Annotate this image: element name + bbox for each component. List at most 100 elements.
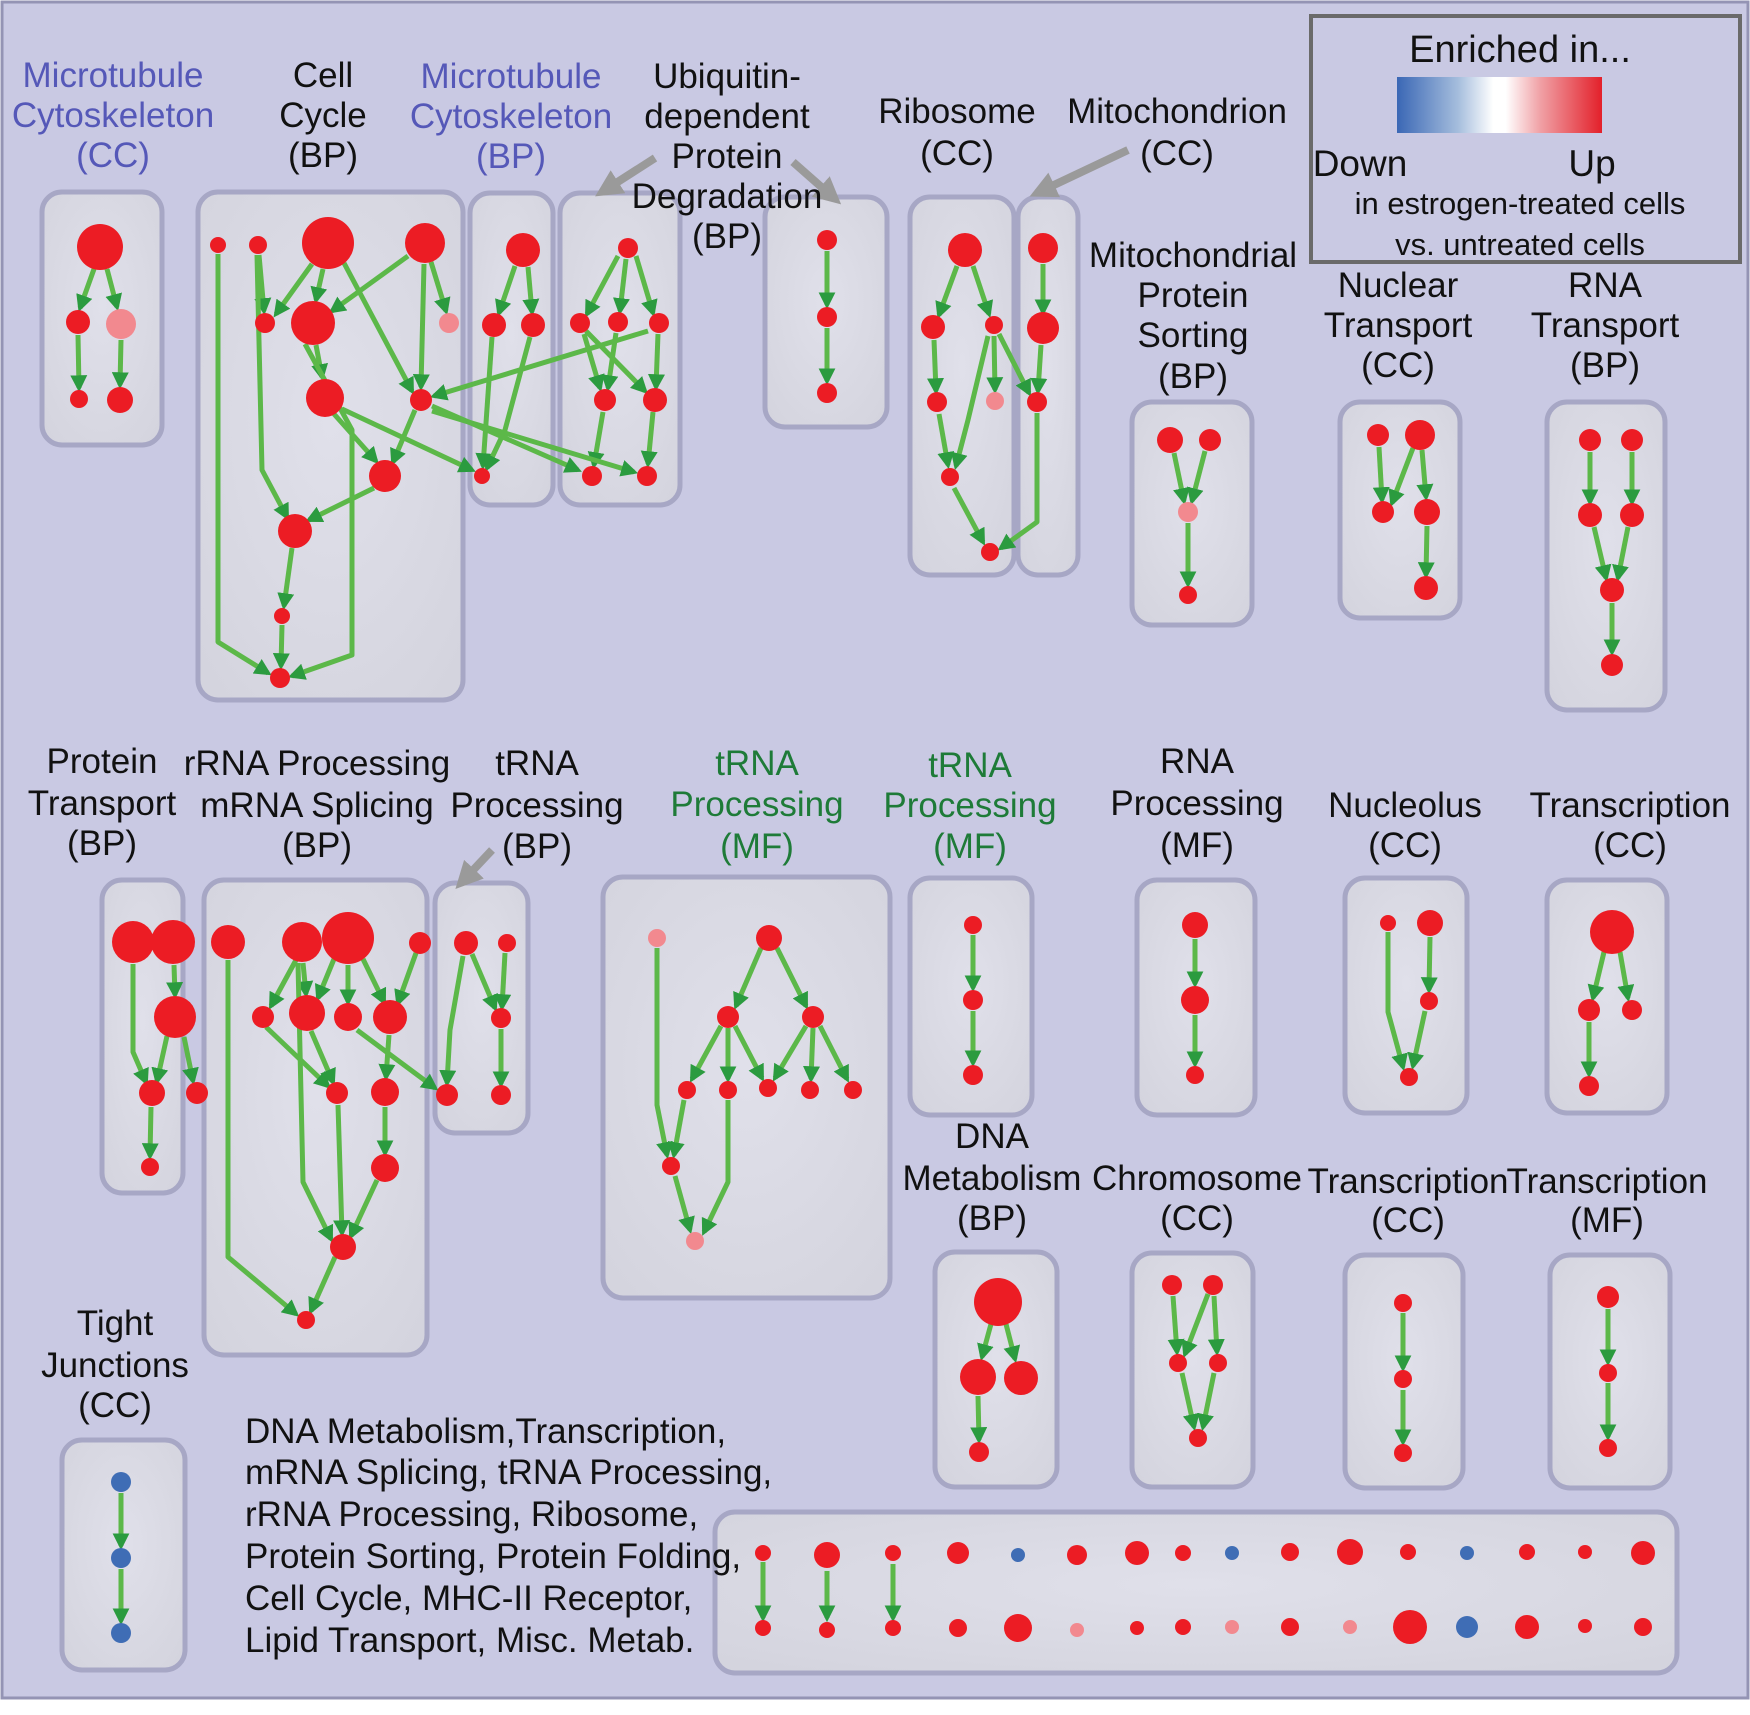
edge [308,1255,338,1315]
edge [439,955,466,1088]
up-enriched-node [1027,312,1059,344]
up-enriched-node [885,1620,901,1636]
edge [254,254,272,316]
edge [667,1099,687,1160]
cluster-dna-metabolism-bp-box [932,1249,1060,1490]
up-enriched-node [297,1311,315,1329]
cluster-transcription-cc-bottom-label-line: Transcription [1308,1162,1509,1201]
cluster-transcription-mf-label-line: (MF) [1570,1201,1644,1240]
edge [970,1395,988,1445]
edge [495,265,518,318]
label-pointer-arrow-icon [1029,146,1130,198]
up-enriched-node [1393,1610,1427,1644]
cluster-trna-processing-mf-1-box [600,874,893,1301]
up-enriched-node [1372,501,1394,523]
cluster-ribosome-cc-label-line: Ribosome [878,92,1036,131]
weak-up-enriched-node [1070,1623,1084,1637]
cluster-mitochondrial-protein-sorting-bp-label-line: Mitochondrial [1089,236,1297,275]
up-enriched-node [371,1154,399,1182]
up-enriched-node [963,1065,983,1085]
up-enriched-node [482,313,506,337]
up-enriched-node [1189,1429,1207,1447]
edge [935,265,960,319]
up-enriched-node [885,1545,901,1561]
up-enriched-node [141,1158,159,1176]
up-enriched-node [1394,1370,1412,1388]
cluster-microtubule-cytoskeleton-bp-label-line: (BP) [476,137,546,176]
legend-gradient-bar [1397,77,1602,133]
edge [1372,446,1390,505]
misc-category-list-line: DNA Metabolism,Transcription, [245,1412,726,1451]
up-enriched-node [1281,1543,1299,1561]
edge [378,1034,396,1082]
up-enriched-node [759,1079,777,1097]
cluster-microtubule-cytoskeleton-bp-label-line: Microtubule [421,57,602,96]
edge [394,952,419,1007]
cluster-chromosome-cc-label-line: Chromosome [1092,1159,1302,1198]
cluster-trna-processing-mf-1 [600,874,893,1301]
up-enriched-node [1394,1294,1412,1312]
nodes-layer [66,217,1655,1644]
up-enriched-node [637,466,657,486]
up-enriched-node [154,996,196,1038]
cross-cluster-edge [340,406,476,473]
up-enriched-node [582,466,602,486]
edge [494,952,512,1012]
edge [277,547,295,611]
cluster-ribosome-cc-label-line: (CC) [920,134,994,173]
edge [181,1036,199,1086]
up-enriched-node [1162,1275,1182,1295]
up-enriched-node [270,668,290,688]
cluster-misc-grid-box [712,1509,1680,1676]
up-enriched-node [1414,499,1440,525]
up-enriched-node [570,313,590,333]
cluster-misc-grid [712,1509,1680,1676]
edge [689,1024,724,1083]
up-enriched-node [1186,1066,1204,1084]
up-enriched-node [981,543,999,561]
up-enriched-node [1579,429,1601,451]
up-enriched-node [506,233,540,267]
up-enriched-node [1157,427,1183,453]
cluster-nucleolus-cc-box [1342,875,1470,1116]
misc-category-list-line: Cell Cycle, MHC-II Receptor, [245,1579,692,1618]
cluster-ubiquitin-degradation-bp-1-label-line: dependent [644,97,810,136]
cluster-rna-transport-bp-box [1544,399,1668,713]
cluster-microtubule-cytoskeleton-cc-label-line: Microtubule [23,56,204,95]
cluster-rna-processing-mf-label-line: Processing [1110,784,1283,823]
edge [672,1175,695,1235]
up-enriched-node [618,238,638,258]
up-enriched-node [1175,1545,1191,1561]
up-enriched-node [186,1082,208,1104]
up-enriched-node [921,315,945,339]
up-enriched-node [1125,1541,1149,1565]
cluster-ubiquitin-degradation-bp-1-label: Ubiquitin-dependentProteinDegradation(BP… [632,57,823,256]
edge [1388,447,1416,507]
edge [314,958,337,1002]
cluster-ubiquitin-degradation-bp-1-label-line: (BP) [692,217,762,256]
up-enriched-node [1601,654,1623,676]
label-pointer-arrow-icon [595,154,658,197]
edge [1171,452,1190,506]
up-enriched-node [66,310,90,334]
legend-box [1309,14,1742,264]
up-enriched-node [302,217,354,269]
cluster-mitochondrial-protein-sorting-bp-label-line: (BP) [1158,357,1228,396]
cluster-chromosome-cc [1129,1250,1256,1490]
weak-up-enriched-node [439,313,459,333]
up-enriched-node [1631,1541,1655,1565]
down-enriched-node [1456,1616,1478,1638]
up-enriched-node [306,379,344,417]
up-enriched-node [1599,1364,1617,1382]
legend-title: Enriched in... [1409,29,1631,71]
up-enriched-node [1579,1076,1599,1096]
up-enriched-node [1004,1614,1032,1642]
edge [333,1104,351,1238]
edge [1416,449,1434,502]
cluster-nucleolus-cc [1342,875,1470,1116]
edge [412,263,430,392]
weak-up-enriched-node [686,1232,704,1250]
gray-arrows-layer [455,146,1130,889]
cluster-nucleolus-cc-label-line: Nucleolus [1328,786,1482,825]
legend-up-label: Up [1568,143,1615,184]
